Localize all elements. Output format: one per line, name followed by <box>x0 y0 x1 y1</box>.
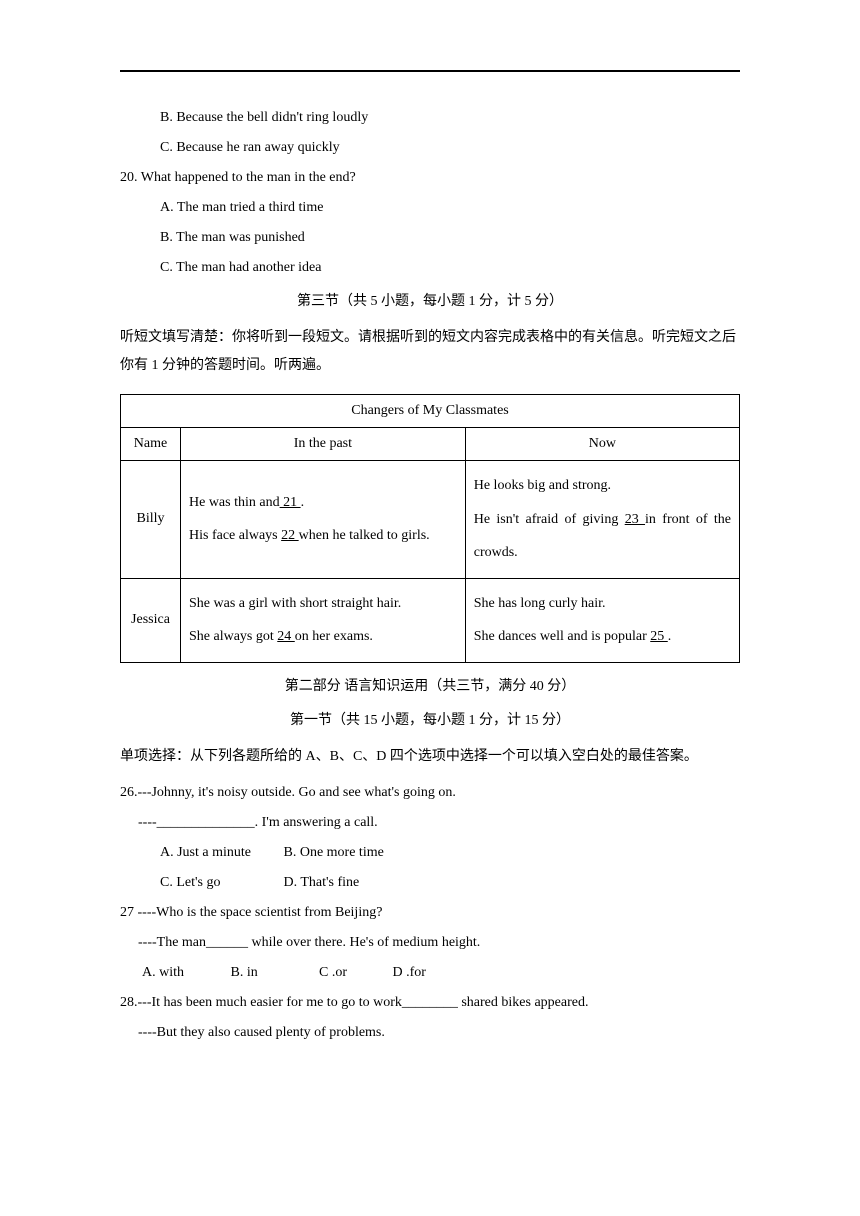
billy-past-2a: His face always <box>189 528 281 543</box>
jessica-past-2a: She always got <box>189 629 277 644</box>
section3-header: 第三节（共 5 小题，每小题 1 分，计 5 分） <box>120 290 740 310</box>
q28-stem: 28.---It has been much easier for me to … <box>120 995 740 1011</box>
q28-line2: ----But they also caused plenty of probl… <box>138 1025 740 1041</box>
q27-opt-a: A. with <box>142 965 227 981</box>
table-title: Changers of My Classmates <box>121 395 740 428</box>
billy-now: He looks big and strong. He isn't afraid… <box>465 461 739 579</box>
classmates-table: Changers of My Classmates Name In the pa… <box>120 394 740 663</box>
billy-past: He was thin and 21 . His face always 22 … <box>181 461 466 579</box>
jessica-now-2b: . <box>668 629 672 644</box>
header-now: Now <box>465 428 739 461</box>
blank-25: 25 <box>650 629 668 644</box>
q27-stem: 27 ----Who is the space scientist from B… <box>120 905 740 921</box>
q26-opt-c: C. Let's go <box>160 875 280 891</box>
q26-stem: 26.---Johnny, it's noisy outside. Go and… <box>120 785 740 801</box>
q20-option-b: B. The man was punished <box>160 230 740 246</box>
blank-22: 22 <box>281 528 299 543</box>
jessica-now-1: She has long curly hair. <box>474 596 606 611</box>
table-row-billy: Billy He was thin and 21 . His face alwa… <box>121 461 740 579</box>
q20-stem: 20. What happened to the man in the end? <box>120 170 740 186</box>
jessica-past: She was a girl with short straight hair.… <box>181 578 466 662</box>
q20-option-c: C. The man had another idea <box>160 260 740 276</box>
q26-opt-d: D. That's fine <box>284 875 360 891</box>
header-name: Name <box>121 428 181 461</box>
q27-opt-d: D .for <box>393 965 426 981</box>
part2-sec1-header: 第一节（共 15 小题，每小题 1 分，计 15 分） <box>120 709 740 729</box>
q20-option-a: A. The man tried a third time <box>160 200 740 216</box>
blank-23: 23 <box>625 512 645 527</box>
q27-options: A. with B. in C .or D .for <box>142 965 740 981</box>
q27-opt-b: B. in <box>231 965 316 981</box>
billy-past-2b: when he talked to girls. <box>299 528 430 543</box>
q26-line2: ----______________. I'm answering a call… <box>138 815 740 831</box>
table-row-jessica: Jessica She was a girl with short straig… <box>121 578 740 662</box>
jessica-now: She has long curly hair. She dances well… <box>465 578 739 662</box>
billy-past-1a: He was thin and <box>189 495 280 510</box>
q27-line2: ----The man______ while over there. He's… <box>138 935 740 951</box>
billy-now-1: He looks big and strong. <box>474 478 611 493</box>
billy-past-1b: . <box>301 495 305 510</box>
header-past: In the past <box>181 428 466 461</box>
table-header-row: Name In the past Now <box>121 428 740 461</box>
part2-header: 第二部分 语言知识运用（共三节，满分 40 分） <box>120 675 740 695</box>
blank-21: 21 <box>280 495 301 510</box>
jessica-name: Jessica <box>121 578 181 662</box>
jessica-past-1: She was a girl with short straight hair. <box>189 596 401 611</box>
q19-option-c: C. Because he ran away quickly <box>160 140 740 156</box>
blank-24: 24 <box>277 629 295 644</box>
q26-options-row2: C. Let's go D. That's fine <box>160 875 740 891</box>
section3-instructions: 听短文填写清楚：你将听到一段短文。请根据听到的短文内容完成表格中的有关信息。听完… <box>120 324 740 380</box>
billy-now-2a: He isn't afraid of giving <box>474 512 625 527</box>
q26-options-row1: A. Just a minute B. One more time <box>160 845 740 861</box>
page-container: B. Because the bell didn't ring loudly C… <box>0 0 860 1105</box>
jessica-now-2a: She dances well and is popular <box>474 629 651 644</box>
billy-name: Billy <box>121 461 181 579</box>
q27-opt-c: C .or <box>319 965 389 981</box>
q19-option-b: B. Because the bell didn't ring loudly <box>160 110 740 126</box>
jessica-past-2b: on her exams. <box>295 629 373 644</box>
table-title-row: Changers of My Classmates <box>121 395 740 428</box>
top-horizontal-rule <box>120 70 740 72</box>
mc-instructions: 单项选择：从下列各题所给的 A、B、C、D 四个选项中选择一个可以填入空白处的最… <box>120 743 740 771</box>
q26-opt-a: A. Just a minute <box>160 845 280 861</box>
q26-opt-b: B. One more time <box>284 845 384 861</box>
